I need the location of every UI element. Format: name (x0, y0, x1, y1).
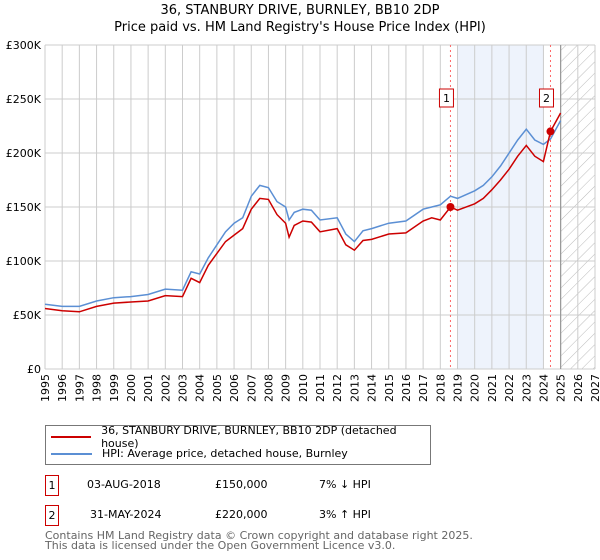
footer-licence: This data is licensed under the Open Gov… (45, 539, 396, 552)
sale-label: 2 (543, 92, 550, 105)
x-tick-label: 1996 (56, 374, 69, 402)
x-tick-label: 2008 (262, 374, 275, 402)
sale-hpi-diff: 3% ↑ HPI (319, 508, 371, 521)
legend: 36, STANBURY DRIVE, BURNLEY, BB10 2DP (d… (45, 424, 431, 465)
x-tick-label: 2007 (245, 374, 258, 402)
x-tick-label: 2024 (537, 374, 550, 402)
sale-marker-badge: 2 (45, 505, 59, 526)
x-tick-label: 2000 (125, 374, 138, 402)
x-tick-label: 1995 (39, 374, 52, 402)
x-tick-label: 2012 (331, 374, 344, 402)
x-tick-label: 2003 (177, 374, 190, 402)
x-tick-label: 2018 (434, 374, 447, 402)
plot-area: 1995 1996 1997 1998 1999 2000 2001 2002 2003 2004… (6, 39, 600, 402)
x-tick-label: 2006 (228, 374, 241, 402)
sale-price: £150,000 (215, 478, 268, 491)
legend-label: HPI: Average price, detached house, Burn… (102, 447, 348, 460)
sale-date: 03-AUG-2018 (87, 478, 161, 491)
x-tick-label: 2022 (503, 374, 516, 402)
legend-swatch-blue (51, 452, 92, 455)
chart-title: 36, STANBURY DRIVE, BURNLEY, BB10 2DP (160, 3, 440, 18)
y-tick-label: £50K (13, 309, 42, 322)
x-tick-label: 2010 (297, 374, 310, 402)
x-tick-label: 2027 (589, 374, 600, 402)
sale-date: 31-MAY-2024 (90, 508, 162, 521)
footer-copyright: Contains HM Land Registry data © Crown c… (45, 529, 473, 542)
x-tick-label: 2021 (486, 374, 499, 402)
x-tick-label: 2020 (469, 374, 482, 402)
y-tick-label: £250K (6, 93, 42, 106)
sale-point (446, 203, 455, 211)
sale-hpi-diff: 7% ↓ HPI (319, 478, 371, 491)
x-tick-label: 2001 (142, 374, 155, 402)
x-tick-label: 2017 (417, 374, 430, 402)
chart-subtitle: Price paid vs. HM Land Registry's House … (114, 20, 486, 35)
x-tick-label: 2014 (366, 374, 379, 402)
sale-marker-badge: 1 (45, 475, 59, 496)
footer: Contains HM Land Registry data © Crown c… (45, 529, 473, 552)
x-tick-label: 2023 (520, 374, 533, 402)
sale-label: 1 (443, 92, 450, 105)
hpi-line (44, 120, 562, 308)
property-price-line (44, 112, 562, 313)
x-tick-label: 2011 (314, 374, 327, 402)
x-tick-label: 2009 (280, 374, 293, 402)
x-tick-label: 1997 (73, 374, 86, 402)
legend-label: 36, STANBURY DRIVE, BURNLEY, BB10 2DP (d… (101, 423, 397, 450)
legend-item-property: 36, STANBURY DRIVE, BURNLEY, BB10 2DP (d… (46, 424, 430, 450)
y-tick-label: £0 (27, 363, 41, 376)
x-tick-label: 1999 (108, 374, 121, 402)
x-tick-label: 2019 (452, 374, 465, 402)
x-tick-label: 2013 (348, 374, 361, 402)
x-tick-label: 2025 (555, 374, 568, 402)
x-tick-label: 2005 (211, 374, 224, 402)
sale-label-box (538, 88, 554, 108)
y-tick-label: £100K (6, 255, 42, 268)
sale-price: £220,000 (215, 508, 268, 521)
x-tick-label: 2016 (400, 374, 413, 402)
x-tick-label: 2004 (194, 374, 207, 402)
legend-swatch-red (51, 435, 92, 438)
legend-item-hpi: HPI: Average price, detached house, Burn… (46, 445, 348, 462)
x-tick-label: 2026 (572, 374, 585, 402)
x-tick-label: 2002 (159, 374, 172, 402)
y-tick-label: £200K (6, 147, 42, 160)
x-tick-label: 2015 (383, 374, 396, 402)
sale-point (546, 127, 555, 136)
y-tick-label: £300K (6, 39, 42, 52)
y-tick-label: £150K (6, 201, 42, 214)
sale-label-box (438, 88, 454, 108)
x-tick-label: 1998 (91, 374, 104, 402)
